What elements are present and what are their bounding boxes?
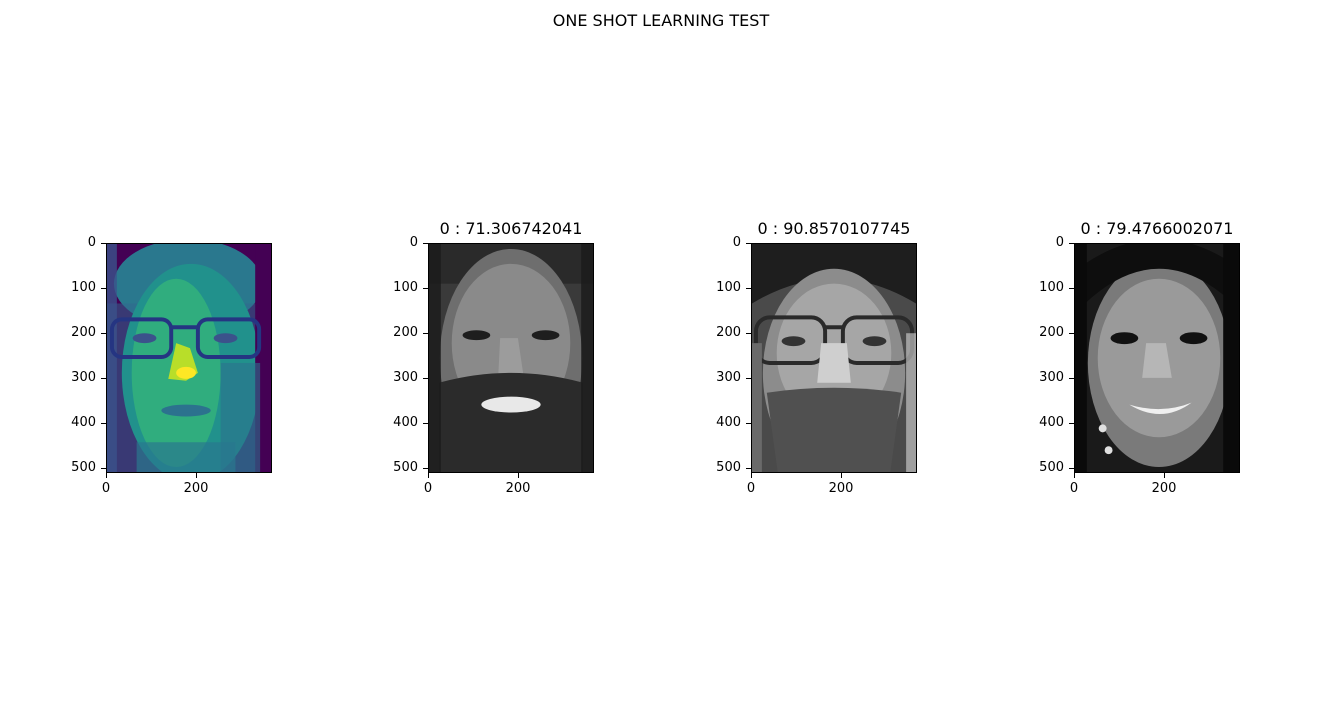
face-image-gray <box>1074 243 1240 473</box>
x-tick-label: 0 <box>746 481 756 496</box>
y-tick-label: 400 <box>1039 415 1064 430</box>
y-tick-label: 400 <box>71 415 96 430</box>
panel-title: 0 : 79.4766002071 <box>1080 219 1234 238</box>
y-tick-label: 300 <box>1039 370 1064 385</box>
panel-anchor: 0 100 200 300 400 500 0 200 <box>71 236 272 496</box>
x-tick-label: 200 <box>1151 481 1177 496</box>
y-tick-label: 200 <box>716 325 741 340</box>
figure-title: ONE SHOT LEARNING TEST <box>552 11 770 30</box>
y-tick-label: 200 <box>71 325 96 340</box>
face-image-viridis <box>106 243 272 473</box>
x-tick-label: 200 <box>505 481 531 496</box>
x-tick-label: 0 <box>1069 481 1079 496</box>
y-tick-label: 500 <box>1039 460 1064 475</box>
y-tick-label: 100 <box>71 280 96 295</box>
y-tick-label: 0 <box>732 235 741 250</box>
x-tick-label: 200 <box>828 481 854 496</box>
y-tick-label: 300 <box>393 370 418 385</box>
y-tick-label: 100 <box>716 280 741 295</box>
y-tick-label: 300 <box>71 370 96 385</box>
y-tick-label: 500 <box>716 460 741 475</box>
panel-candidate-1: 0 : 71.306742041 0 100 200 300 400 500 0… <box>393 219 594 496</box>
y-tick-label: 100 <box>1039 280 1064 295</box>
y-tick-label: 0 <box>1055 235 1064 250</box>
panel-candidate-2: 0 : 90.8570107745 0 100 200 300 400 500 … <box>716 219 917 496</box>
y-tick-label: 0 <box>87 235 96 250</box>
x-tick-label: 200 <box>183 481 209 496</box>
y-tick-label: 500 <box>71 460 96 475</box>
y-tick-label: 0 <box>409 235 418 250</box>
y-tick-label: 100 <box>393 280 418 295</box>
y-tick-label: 300 <box>716 370 741 385</box>
face-image-gray <box>428 243 594 473</box>
y-tick-label: 500 <box>393 460 418 475</box>
face-image-gray <box>751 243 917 473</box>
x-tick-label: 0 <box>101 481 111 496</box>
panel-title: 0 : 90.8570107745 <box>757 219 911 238</box>
panel-title: 0 : 71.306742041 <box>439 219 583 238</box>
x-tick-label: 0 <box>423 481 433 496</box>
panel-candidate-3: 0 : 79.4766002071 0 100 200 300 400 500 … <box>1039 219 1240 496</box>
y-tick-label: 200 <box>1039 325 1064 340</box>
y-tick-label: 400 <box>393 415 418 430</box>
y-tick-label: 400 <box>716 415 741 430</box>
y-tick-label: 200 <box>393 325 418 340</box>
